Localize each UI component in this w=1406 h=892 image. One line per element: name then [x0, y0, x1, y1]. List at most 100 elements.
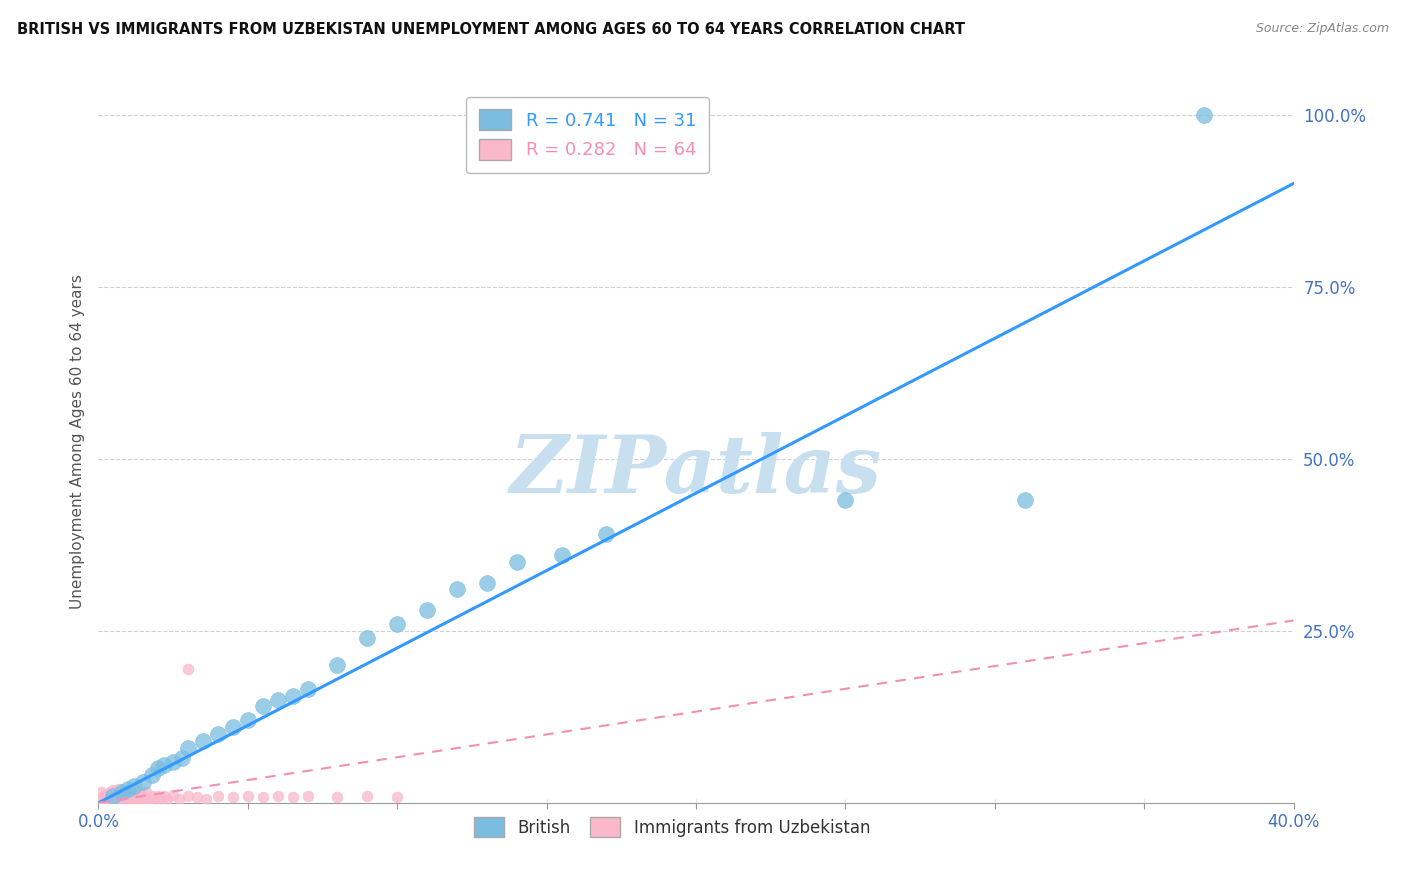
Point	[834, 493, 856, 508]
Point	[124, 779, 146, 793]
Point	[148, 761, 170, 775]
Point	[93, 792, 115, 806]
Point	[177, 789, 200, 803]
Point	[124, 788, 146, 802]
Point	[141, 789, 163, 803]
Point	[143, 792, 166, 806]
Point	[416, 603, 439, 617]
Point	[153, 789, 176, 803]
Point	[267, 692, 290, 706]
Point	[195, 792, 218, 806]
Point	[108, 788, 131, 802]
Point	[177, 740, 200, 755]
Point	[356, 789, 378, 803]
Text: BRITISH VS IMMIGRANTS FROM UZBEKISTAN UNEMPLOYMENT AMONG AGES 60 TO 64 YEARS COR: BRITISH VS IMMIGRANTS FROM UZBEKISTAN UN…	[17, 22, 965, 37]
Point	[108, 790, 131, 805]
Point	[1014, 493, 1036, 508]
Point	[150, 792, 173, 806]
Point	[96, 790, 118, 805]
Point	[111, 785, 134, 799]
Point	[356, 631, 378, 645]
Point	[114, 788, 136, 802]
Point	[385, 790, 409, 805]
Point	[132, 789, 155, 803]
Point	[108, 782, 131, 797]
Point	[127, 789, 149, 803]
Point	[162, 755, 184, 769]
Point	[297, 682, 319, 697]
Point	[236, 789, 259, 803]
Point	[103, 789, 125, 803]
Point	[98, 792, 122, 806]
Point	[93, 789, 115, 803]
Point	[326, 790, 349, 805]
Point	[222, 720, 245, 734]
Point	[186, 790, 208, 805]
Point	[236, 713, 259, 727]
Point	[103, 789, 125, 803]
Point	[506, 555, 529, 569]
Point	[98, 785, 122, 799]
Point	[132, 792, 155, 806]
Point	[162, 788, 184, 802]
Point	[120, 792, 142, 806]
Point	[129, 792, 152, 806]
Point	[114, 792, 136, 806]
Point	[117, 792, 139, 806]
Point	[129, 785, 152, 799]
Point	[207, 789, 229, 803]
Point	[446, 582, 468, 597]
Point	[281, 689, 304, 703]
Point	[252, 699, 274, 714]
Point	[207, 727, 229, 741]
Point	[141, 768, 163, 782]
Text: Source: ZipAtlas.com: Source: ZipAtlas.com	[1256, 22, 1389, 36]
Point	[124, 792, 146, 806]
Point	[127, 792, 149, 806]
Point	[177, 662, 200, 676]
Point	[111, 789, 134, 803]
Point	[90, 785, 112, 799]
Y-axis label: Unemployment Among Ages 60 to 64 years: Unemployment Among Ages 60 to 64 years	[69, 274, 84, 609]
Point	[156, 792, 179, 806]
Point	[167, 792, 190, 806]
Point	[148, 789, 170, 803]
Point	[172, 751, 194, 765]
Point	[103, 783, 125, 797]
Point	[297, 789, 319, 803]
Point	[475, 575, 498, 590]
Point	[191, 734, 214, 748]
Point	[1192, 108, 1215, 122]
Point	[117, 782, 139, 797]
Point	[120, 785, 142, 799]
Point	[111, 792, 134, 806]
Point	[105, 789, 128, 803]
Point	[595, 527, 617, 541]
Point	[252, 790, 274, 805]
Point	[96, 788, 118, 802]
Point	[148, 761, 170, 775]
Text: ZIPatlas: ZIPatlas	[510, 432, 882, 509]
Point	[135, 792, 157, 806]
Point	[96, 792, 118, 806]
Point	[135, 785, 157, 799]
Point	[281, 790, 304, 805]
Point	[105, 785, 128, 799]
Point	[132, 775, 155, 789]
Point	[326, 658, 349, 673]
Point	[105, 792, 128, 806]
Point	[108, 792, 131, 806]
Legend: British, Immigrants from Uzbekistan: British, Immigrants from Uzbekistan	[465, 809, 879, 845]
Point	[103, 792, 125, 806]
Point	[117, 783, 139, 797]
Point	[385, 616, 409, 631]
Point	[267, 789, 290, 803]
Point	[550, 548, 572, 562]
Point	[138, 792, 160, 806]
Point	[153, 758, 176, 772]
Point	[98, 790, 122, 805]
Point	[111, 785, 134, 799]
Point	[90, 792, 112, 806]
Point	[117, 789, 139, 803]
Point	[222, 790, 245, 805]
